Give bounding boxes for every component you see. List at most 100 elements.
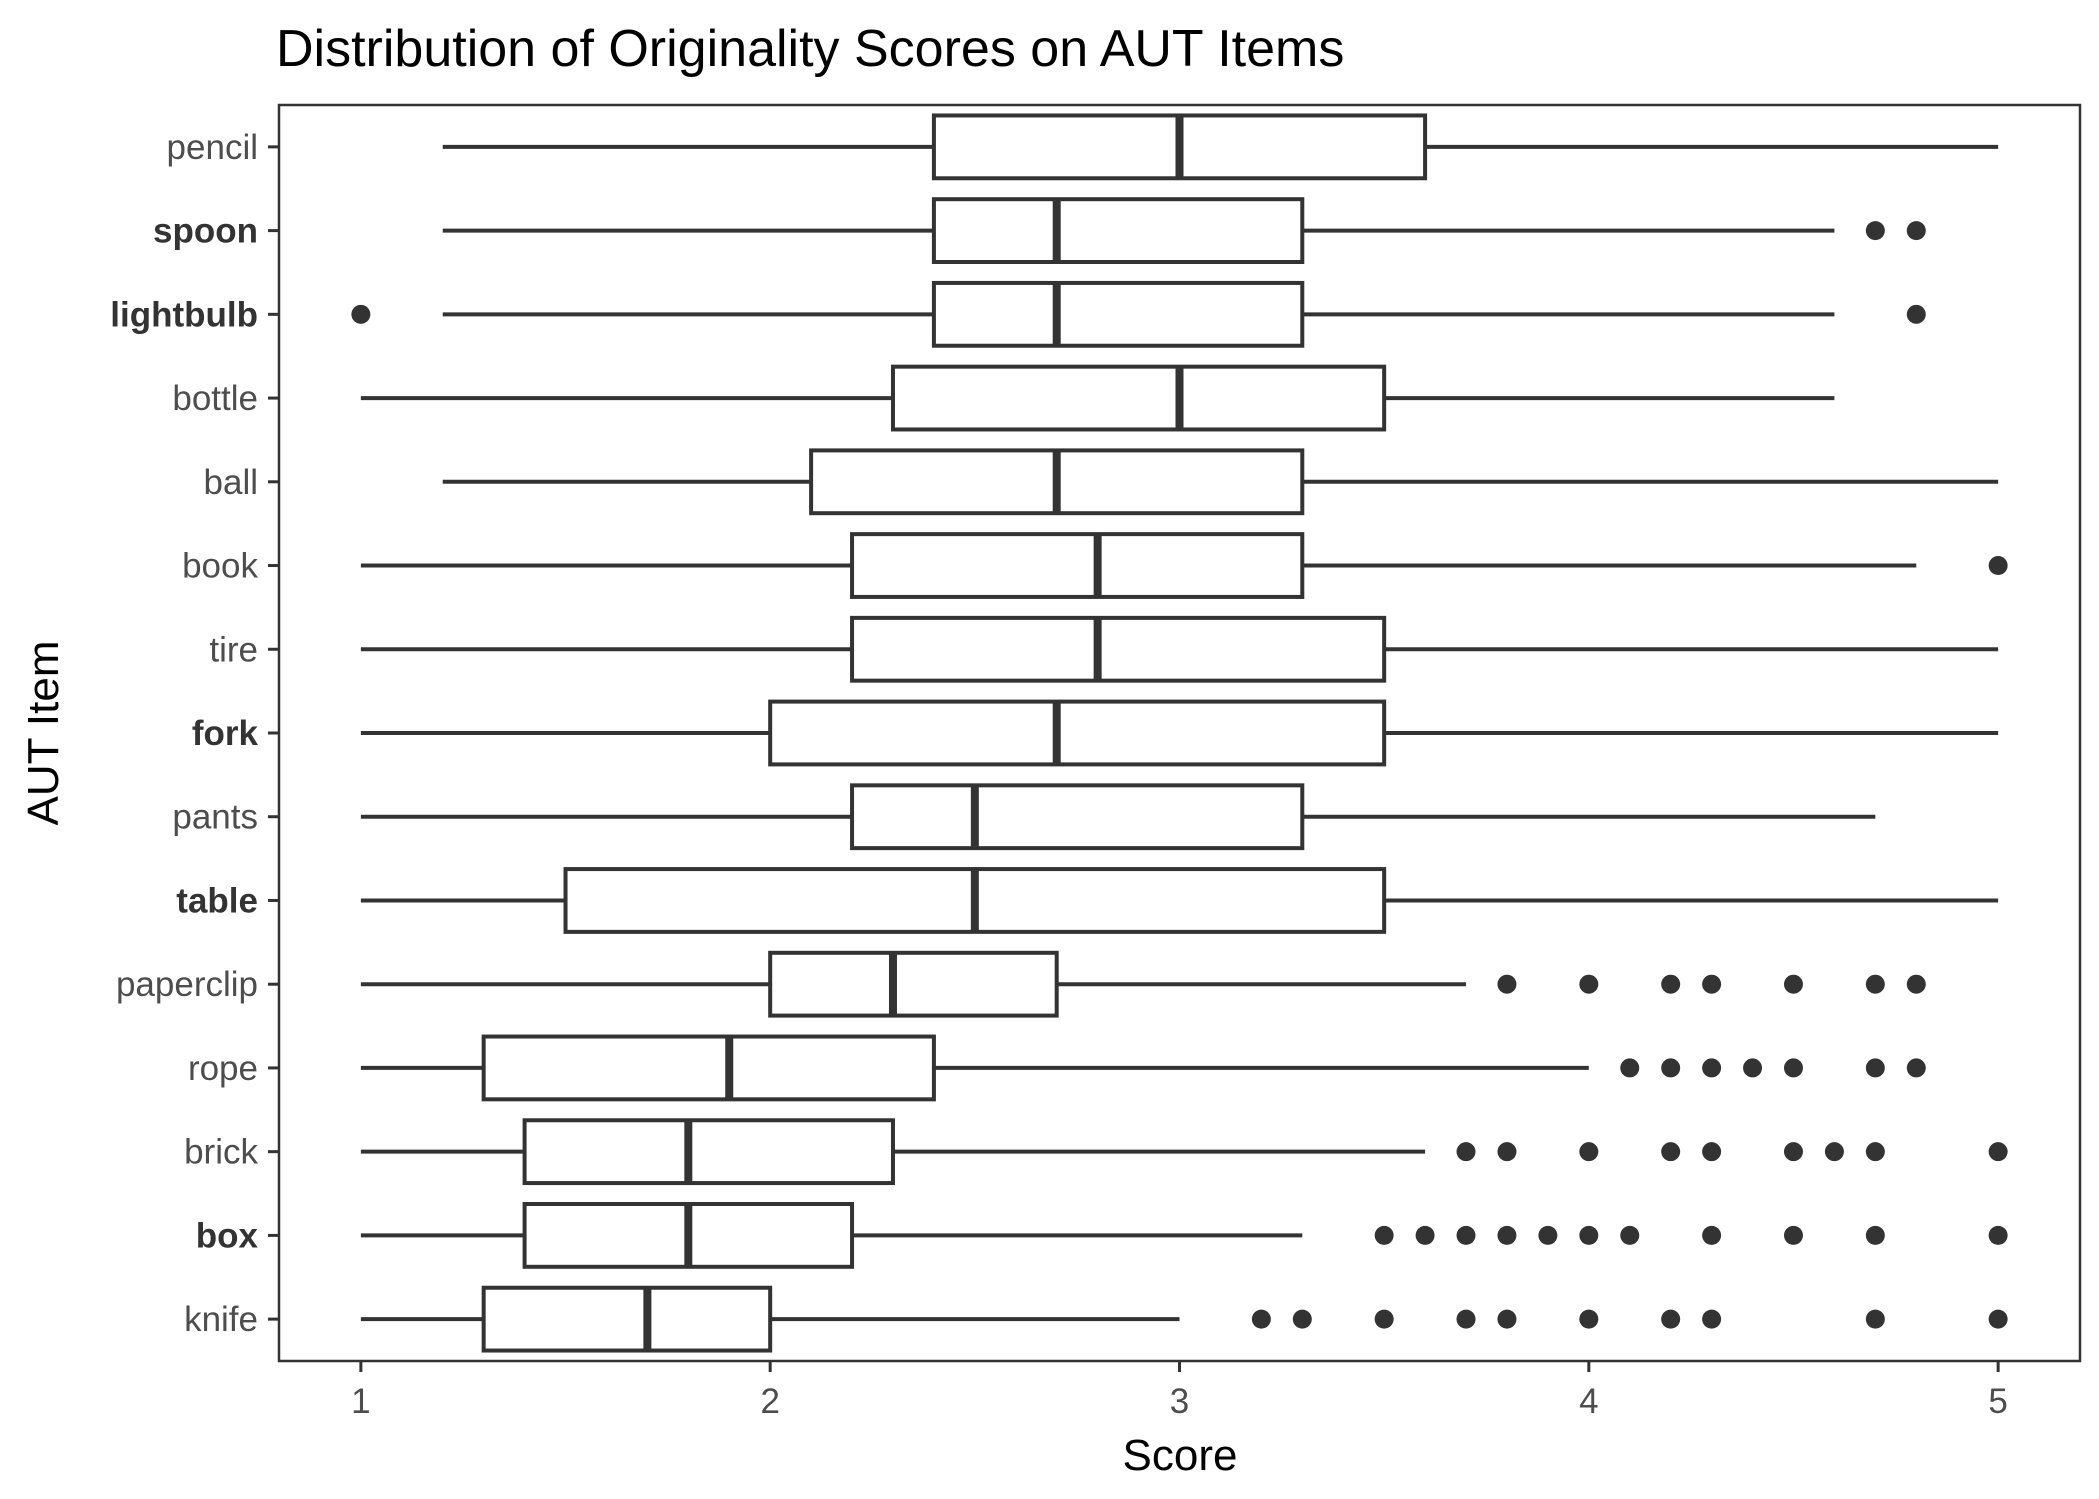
box-spoon	[442, 197, 1926, 264]
iqr-box-lightbulb	[931, 280, 1305, 348]
outlier-point	[1538, 1225, 1558, 1245]
outlier-point	[1374, 1225, 1394, 1245]
outlier-point	[351, 304, 371, 324]
outlier-point	[1661, 1058, 1681, 1078]
outlier-point	[1783, 974, 1803, 994]
outlier-point	[1456, 1309, 1476, 1329]
iqr-box-spoon	[931, 197, 1305, 264]
outlier-point	[1661, 1309, 1681, 1329]
box-lightbulb	[351, 280, 1926, 348]
y-axis: pencil spoon lightbulb bottle ball book tire fo…	[110, 128, 279, 1339]
outlier-point	[1865, 1142, 1885, 1162]
box-rope	[360, 1034, 1926, 1102]
outlier-point	[1292, 1309, 1312, 1329]
y-tick-label-fork: fork	[192, 714, 259, 753]
x-tick-label: 5	[1988, 1382, 2007, 1421]
y-tick-label-book: book	[182, 547, 258, 586]
y-tick-label-ball: ball	[204, 463, 258, 502]
y-tick-label-pants: pants	[172, 798, 258, 837]
x-tick-label: 1	[351, 1382, 370, 1421]
outlier-point	[1579, 974, 1599, 994]
outlier-point	[1251, 1309, 1271, 1329]
outlier-point	[1579, 1142, 1599, 1162]
box-table	[360, 867, 1999, 934]
box-pants	[360, 783, 1876, 851]
outlier-point	[1865, 1225, 1885, 1245]
box-tire	[360, 615, 1999, 683]
x-tick-label: 4	[1579, 1382, 1598, 1421]
iqr-box-bottle	[890, 364, 1387, 432]
box-ball	[442, 448, 1999, 516]
outlier-point	[1702, 1225, 1722, 1245]
outlier-point	[1579, 1225, 1599, 1245]
outlier-point	[1824, 1142, 1844, 1162]
box-brick	[360, 1118, 2008, 1186]
outlier-point	[1497, 1142, 1517, 1162]
outlier-point	[1988, 1309, 2008, 1329]
box-box	[360, 1202, 2008, 1269]
iqr-box-tire	[850, 615, 1387, 683]
x-tick-label: 2	[760, 1382, 779, 1421]
box-book	[360, 532, 2008, 599]
outlier-point	[1988, 1225, 2008, 1245]
iqr-box-rope	[481, 1034, 936, 1102]
y-tick-label-lightbulb: lightbulb	[110, 295, 258, 334]
y-tick-label-brick: brick	[184, 1133, 258, 1172]
outlier-point	[1783, 1142, 1803, 1162]
x-axis-title: Score	[1123, 1431, 1238, 1480]
outlier-point	[1988, 556, 2008, 576]
iqr-box-brick	[522, 1118, 895, 1186]
y-tick-label-bottle: bottle	[172, 379, 258, 418]
outlier-point	[1661, 974, 1681, 994]
outlier-point	[1865, 974, 1885, 994]
iqr-box-knife	[481, 1285, 773, 1353]
outlier-point	[1906, 221, 1926, 241]
outlier-point	[1783, 1225, 1803, 1245]
y-tick-label-pencil: pencil	[167, 128, 258, 167]
outlier-point	[1456, 1142, 1476, 1162]
outlier-point	[1702, 1142, 1722, 1162]
iqr-box-pants	[850, 783, 1305, 851]
outlier-point	[1497, 1309, 1517, 1329]
box-bottle	[360, 364, 1835, 432]
outlier-point	[1906, 1058, 1926, 1078]
outlier-point	[1497, 1225, 1517, 1245]
plot-area	[351, 113, 2008, 1353]
outlier-point	[1456, 1225, 1476, 1245]
outlier-point	[1865, 1058, 1885, 1078]
y-tick-label-knife: knife	[184, 1300, 258, 1339]
outlier-point	[1906, 304, 1926, 324]
y-tick-label-table: table	[176, 881, 258, 920]
x-tick-label: 3	[1170, 1382, 1189, 1421]
iqr-box-fork	[768, 699, 1387, 767]
iqr-box-book	[850, 532, 1305, 599]
box-pencil	[442, 113, 1999, 181]
box-paperclip	[360, 950, 1926, 1018]
outlier-point	[1865, 1309, 1885, 1329]
y-tick-label-tire: tire	[209, 630, 258, 669]
outlier-point	[1620, 1058, 1640, 1078]
outlier-point	[1579, 1309, 1599, 1329]
y-tick-label-paperclip: paperclip	[116, 965, 258, 1004]
outlier-point	[1743, 1058, 1763, 1078]
outlier-point	[1702, 974, 1722, 994]
outlier-point	[1415, 1225, 1435, 1245]
box-knife	[360, 1285, 2008, 1353]
outlier-point	[1620, 1225, 1640, 1245]
y-tick-label-rope: rope	[188, 1049, 258, 1088]
outlier-point	[1702, 1058, 1722, 1078]
iqr-box-paperclip	[768, 950, 1059, 1018]
outlier-point	[1374, 1309, 1394, 1329]
outlier-point	[1988, 1142, 2008, 1162]
box-fork	[360, 699, 1999, 767]
outlier-point	[1783, 1058, 1803, 1078]
outlier-point	[1497, 974, 1517, 994]
chart-title: Distribution of Originality Scores on AU…	[276, 20, 1344, 78]
y-axis-title: AUT Item	[19, 640, 68, 825]
y-tick-label-spoon: spoon	[153, 212, 258, 251]
outlier-point	[1906, 974, 1926, 994]
outlier-point	[1661, 1142, 1681, 1162]
y-tick-label-box: box	[196, 1216, 259, 1255]
outlier-point	[1702, 1309, 1722, 1329]
